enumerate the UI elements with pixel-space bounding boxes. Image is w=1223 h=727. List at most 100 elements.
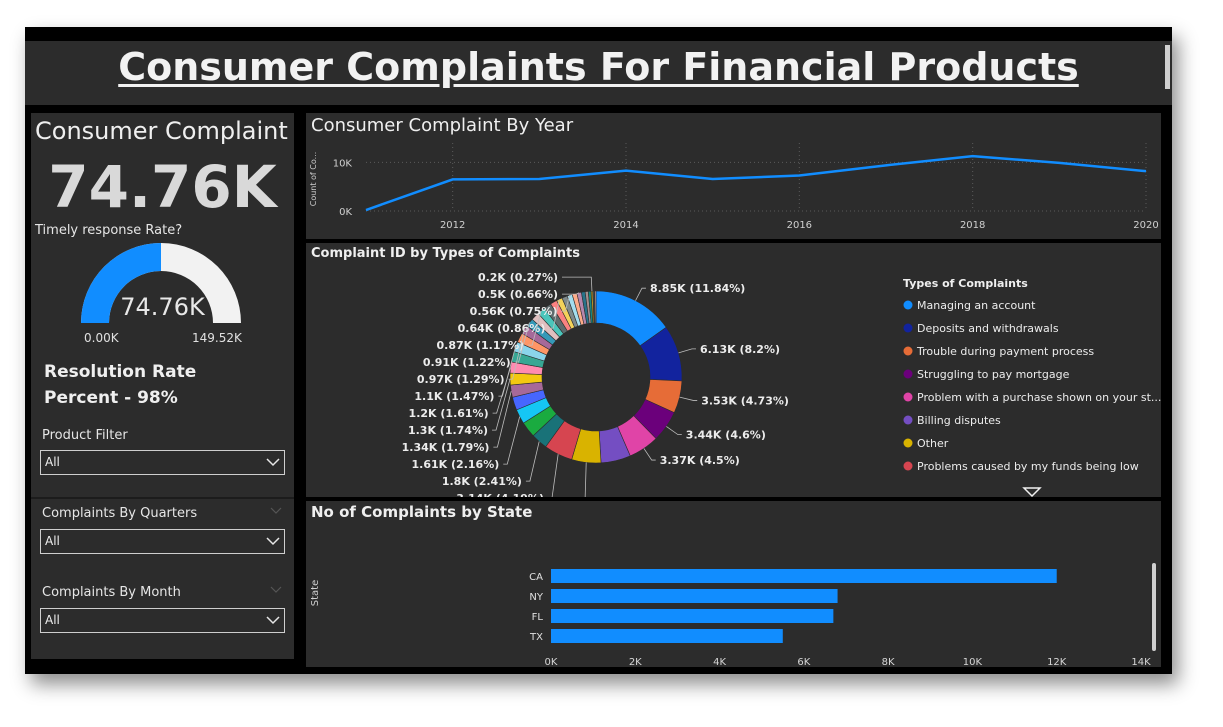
year-y-tick-label: 10K (333, 158, 353, 169)
year-y-tick-label: 0K (339, 207, 352, 218)
donut-leader-line (562, 276, 593, 292)
filter-divider (31, 497, 294, 499)
donut-data-label: 6.13K (8.2%) (700, 343, 780, 356)
kpi-panel: Consumer Complaint 74.76K Timely respons… (31, 113, 294, 659)
donut-leader-line (528, 310, 542, 346)
donut-leader-line (492, 367, 511, 414)
donut-data-label: 1.1K (1.47%) (414, 390, 494, 403)
state-bar (551, 589, 838, 603)
chevron-down-icon (266, 537, 280, 546)
product-filter-dropdown[interactable]: All (40, 450, 285, 475)
page-title: Consumer Complaints For Financial Produc… (118, 45, 1079, 89)
state-x-tick-label: 10K (963, 657, 983, 667)
state-bar (551, 629, 783, 643)
complaints-by-year-panel: Consumer Complaint By Year Count of Co..… (306, 113, 1161, 239)
donut-data-label: 3.53K (4.73%) (701, 394, 789, 407)
donut-data-label: 0.64K (0.86%) (458, 322, 546, 335)
legend-marker-icon (903, 346, 913, 356)
state-y-axis-label: State (310, 580, 321, 606)
state-x-tick-label: 12K (1047, 657, 1067, 667)
state-bar (551, 569, 1057, 583)
legend-marker-icon (903, 438, 913, 448)
complaint-types-panel: Complaint ID by Types of Complaints 8.85… (306, 243, 1161, 497)
legend-marker-icon (903, 415, 913, 425)
state-x-tick-label: 6K (797, 657, 810, 667)
state-x-tick-label: 14K (1131, 657, 1151, 667)
year-x-tick-label: 2016 (787, 220, 812, 231)
state-category-label: FL (532, 612, 544, 623)
donut-data-label: 1.61K (2.16%) (412, 458, 500, 471)
state-chart-title: No of Complaints by State (311, 503, 533, 521)
donut-data-label: 0.5K (0.66%) (478, 288, 558, 301)
quarters-filter-dropdown[interactable]: All (40, 529, 285, 554)
donut-leader-line (493, 391, 512, 448)
legend-marker-icon (903, 461, 913, 471)
donut-chart-title: Complaint ID by Types of Complaints (311, 246, 580, 261)
year-chart-title: Consumer Complaint By Year (311, 115, 574, 136)
state-x-tick-label: 2K (629, 657, 642, 667)
donut-leader-line (492, 378, 511, 431)
chevron-down-icon[interactable] (270, 585, 282, 595)
donut-data-label: 0.2K (0.27%) (478, 271, 558, 284)
legend-item-label: Trouble during payment process (916, 345, 1094, 358)
year-line-chart[interactable]: Count of Co... 2012 2014 2016 2018 2020 0K 10K (306, 113, 1161, 239)
donut-data-label: 1.2K (1.61%) (409, 407, 489, 420)
donut-data-label: 0.97K (1.29%) (417, 373, 505, 386)
state-category-label: NY (529, 592, 543, 603)
state-category-label: CA (529, 572, 543, 583)
donut-leader-line (503, 416, 521, 465)
donut-leader-line (551, 454, 559, 497)
kpi-value: 74.76K (48, 153, 277, 221)
month-filter-value: All (45, 613, 60, 627)
donut-slice (594, 290, 597, 324)
state-x-tick-label: 8K (882, 657, 895, 667)
state-bar (551, 609, 834, 623)
donut-leader-line (643, 448, 656, 461)
state-x-tick-label: 0K (545, 657, 558, 667)
legend-marker-icon (903, 323, 913, 333)
donut-data-label: 1.3K (1.74%) (408, 424, 488, 437)
year-x-tick-label: 2020 (1133, 220, 1158, 231)
legend-item-label: Problems caused by my funds being low (917, 460, 1139, 473)
year-x-tick-label: 2018 (960, 220, 985, 231)
donut-data-label: 1.34K (1.79%) (402, 441, 490, 454)
donut-leader-line (678, 348, 696, 354)
resolution-rate-line2: Percent - 98% (44, 388, 178, 408)
gauge-min-label: 0.00K (84, 331, 119, 345)
chevron-down-icon (266, 616, 280, 625)
state-x-tick-label: 4K (713, 657, 726, 667)
month-filter-dropdown[interactable]: All (40, 608, 285, 633)
year-y-axis-label: Count of Co... (309, 152, 318, 207)
header-scrollbar[interactable] (1165, 45, 1170, 89)
gauge-fill (81, 243, 161, 323)
legend-marker-icon (903, 392, 913, 402)
legend-item-label: Billing disputes (917, 414, 1001, 427)
donut-leader-line (549, 299, 560, 329)
product-filter-value: All (45, 455, 60, 469)
donut-data-label: 1.8K (2.41%) (442, 475, 522, 488)
product-filter-label: Product Filter (42, 428, 128, 443)
gauge-max-label: 149.52K (192, 331, 242, 345)
donut-leader-line (584, 462, 587, 497)
legend-scroll-down-icon[interactable] (1022, 487, 1042, 497)
state-bar-chart[interactable]: StateCANYFLTX0K2K4K6K8K10K12K14KCount of… (306, 501, 1161, 667)
donut-data-label: 0.56K (0.75%) (470, 305, 558, 318)
donut-leader-line (561, 295, 571, 312)
donut-data-label: 3.14K (4.19%) (456, 492, 544, 497)
dashboard-frame: Consumer Complaints For Financial Produc… (25, 27, 1172, 674)
donut-data-label: 3.37K (4.5%) (660, 454, 740, 467)
quarters-filter-value: All (45, 534, 60, 548)
state-category-label: TX (529, 632, 543, 643)
month-filter-label: Complaints By Month (42, 585, 181, 600)
donut-leader-line (525, 441, 540, 482)
year-x-tick-label: 2012 (440, 220, 465, 231)
complaint-types-donut[interactable]: 8.85K (11.84%) 6.13K (8.2%) 3.53K (4.73%) 3… (306, 243, 1161, 497)
legend-marker-icon (903, 369, 913, 379)
donut-leader-line (498, 346, 516, 397)
donut-leader-line (514, 322, 530, 363)
state-chart-scrollbar[interactable] (1152, 563, 1156, 651)
donut-data-label: 0.87K (1.17%) (436, 339, 524, 352)
chevron-down-icon[interactable] (270, 506, 282, 516)
chevron-down-icon (266, 458, 280, 467)
quarters-filter-label: Complaints By Quarters (42, 506, 198, 521)
